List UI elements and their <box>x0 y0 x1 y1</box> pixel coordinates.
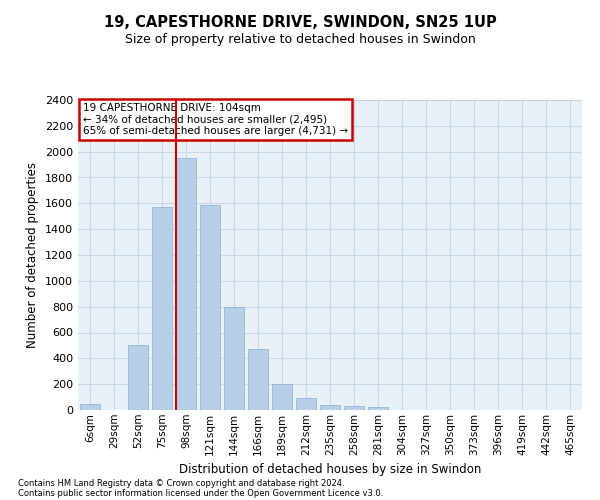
Bar <box>152 206 172 410</box>
Text: 19 CAPESTHORNE DRIVE: 104sqm
← 34% of detached houses are smaller (2,495)
65% of: 19 CAPESTHORNE DRIVE: 104sqm ← 34% of de… <box>83 103 348 136</box>
Bar <box>176 158 196 410</box>
Bar <box>80 404 100 410</box>
Text: Size of property relative to detached houses in Swindon: Size of property relative to detached ho… <box>125 32 475 46</box>
Bar <box>320 405 340 410</box>
Bar <box>344 406 364 410</box>
Text: 19, CAPESTHORNE DRIVE, SWINDON, SN25 1UP: 19, CAPESTHORNE DRIVE, SWINDON, SN25 1UP <box>104 15 496 30</box>
Y-axis label: Number of detached properties: Number of detached properties <box>26 162 40 348</box>
Text: Contains public sector information licensed under the Open Government Licence v3: Contains public sector information licen… <box>18 488 383 498</box>
Bar <box>224 306 244 410</box>
Bar <box>200 204 220 410</box>
Bar <box>248 348 268 410</box>
X-axis label: Distribution of detached houses by size in Swindon: Distribution of detached houses by size … <box>179 463 481 476</box>
Text: Contains HM Land Registry data © Crown copyright and database right 2024.: Contains HM Land Registry data © Crown c… <box>18 478 344 488</box>
Bar <box>368 408 388 410</box>
Bar <box>296 398 316 410</box>
Bar <box>128 346 148 410</box>
Bar <box>272 384 292 410</box>
